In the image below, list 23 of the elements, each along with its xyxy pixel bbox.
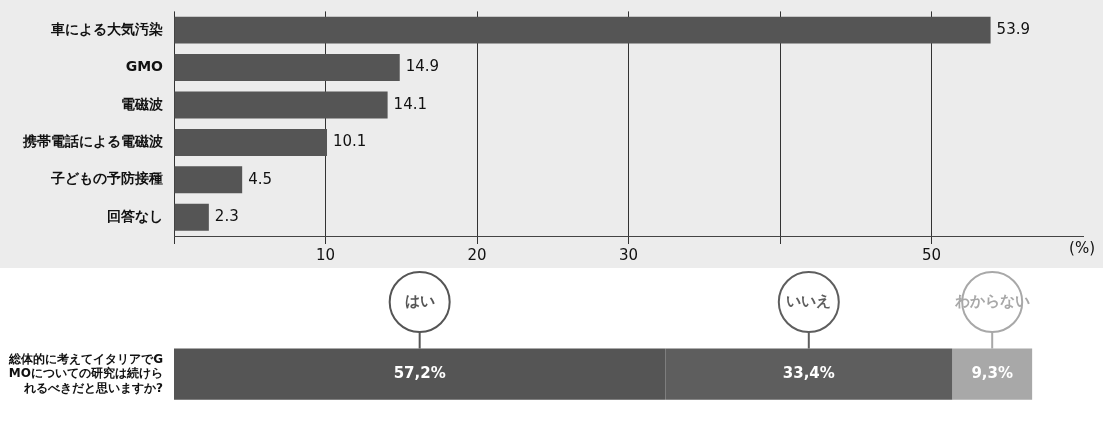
data-label: 14.1 xyxy=(393,94,428,113)
x-tick-label: 30 xyxy=(618,245,639,264)
y-tick-label: 電磁波 xyxy=(121,95,163,112)
data-label: 33,4% xyxy=(782,364,835,383)
data-label: 53.9 xyxy=(996,20,1030,39)
data-label: 9,3% xyxy=(971,364,1013,383)
data-label: 10.1 xyxy=(333,132,367,151)
x-tick-label: 20 xyxy=(467,245,487,264)
data-label: 2.3 xyxy=(214,207,239,226)
data-label: 14.9 xyxy=(405,57,440,76)
y-tick-label: 回答なし xyxy=(107,207,163,224)
x-tick-label: 10 xyxy=(315,245,336,264)
y-tick-label: 総体的に考えてイタリアでGMOについての研究は続けられるべきだと思いますか? xyxy=(8,351,164,395)
text: はい xyxy=(404,291,435,310)
y-tick-label: 子どもの予防接種 xyxy=(50,170,163,187)
x-tick-label: 50 xyxy=(921,245,942,264)
y-tick-label: 車による大気汚染 xyxy=(50,20,163,37)
y-tick-label: 携帯電話による電磁波 xyxy=(22,133,163,150)
data-label: 4.5 xyxy=(248,169,273,188)
y-tick-label: GMO xyxy=(125,58,164,75)
text: いいえ xyxy=(786,291,832,310)
x-axis-title: (%) xyxy=(1069,239,1095,258)
data-label: 57,2% xyxy=(393,364,446,383)
